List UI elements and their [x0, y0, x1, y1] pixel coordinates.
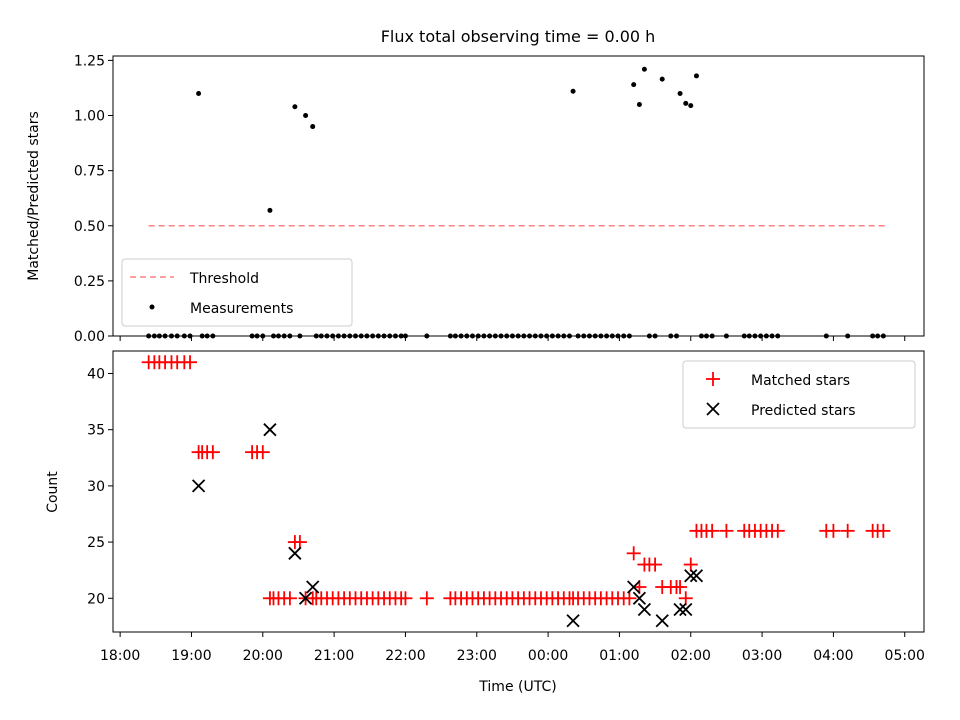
legend-matched-label: Matched stars: [751, 373, 850, 389]
top-x-ticks: [119, 336, 906, 341]
x-tick-label: 02:00: [671, 648, 711, 664]
top-y-tick-label: 0.00: [74, 329, 105, 345]
x-tick-label: 04:00: [813, 648, 853, 664]
predicted-star-point: [306, 580, 320, 594]
x-axis-label: Time (UTC): [478, 679, 556, 695]
predicted-star-point: [627, 580, 641, 594]
predicted-star-point: [191, 479, 206, 493]
top-y-ticks: 0.00 0.25 0.50 0.75 1.00 1.25: [74, 53, 113, 345]
x-tick-label: 05:00: [885, 648, 925, 664]
predicted-star-point: [673, 602, 687, 617]
x-tick-label: 01:00: [599, 648, 639, 664]
x-tick-label: 20:00: [243, 648, 283, 664]
measurement-point: [641, 66, 647, 72]
top-axes-frame: [112, 55, 925, 337]
matched-star-point: [770, 523, 785, 538]
bottom-legend-box: [682, 360, 916, 429]
predicted-star-point: [263, 423, 277, 437]
top-legend-box: [121, 258, 353, 327]
measurement-point: [688, 103, 694, 109]
top-y-tick-label: 1.25: [74, 53, 105, 69]
measurement-point: [292, 104, 298, 110]
matched-star-point: [826, 523, 841, 538]
matched-star-point: [840, 523, 855, 538]
matched-star-point: [876, 523, 891, 538]
measurement-point: [683, 100, 689, 106]
predicted-star-point: [684, 569, 698, 583]
matched-star-point: [282, 591, 297, 606]
legend-measurements-label: Measurements: [190, 301, 293, 317]
top-panel: 0.00 0.25 0.50 0.75 1.00 1.25 Matched/Predict…: [26, 53, 925, 345]
legend-predicted-label: Predicted stars: [751, 403, 856, 419]
x-tick-label: 23:00: [457, 648, 497, 664]
matched-star-point: [398, 591, 413, 606]
predicted-star-point: [566, 614, 580, 628]
measurement-point: [677, 90, 683, 96]
x-tick-label: 18:00: [100, 648, 140, 664]
bottom-y-tick-label: 25: [87, 535, 105, 551]
matched-star-point: [705, 523, 720, 538]
measurement-point: [196, 90, 202, 96]
bottom-y-tick-label: 30: [87, 479, 105, 495]
matched-star-point: [673, 580, 688, 595]
top-legend: Threshold Measurements: [121, 258, 353, 327]
predicted-star-point: [655, 614, 669, 628]
x-tick-label: 19:00: [171, 648, 211, 664]
matched-star-point: [255, 445, 270, 460]
legend-threshold-label: Threshold: [189, 271, 259, 287]
matched-star-point: [205, 445, 220, 460]
x-tick-label: 22:00: [385, 648, 425, 664]
measurement-point: [636, 102, 642, 108]
bottom-y-tick-label: 35: [87, 423, 105, 439]
matched-star-point: [683, 557, 698, 572]
bottom-panel: 20 25 30 35 40 18:00 19:00 20:00 21:00 22:00 23:0…: [45, 350, 925, 695]
top-y-tick-label: 0.75: [74, 164, 105, 180]
bottom-y-ticks: 20 25 30 35 40: [87, 366, 113, 607]
x-tick-label: 00:00: [528, 648, 568, 664]
measurement-point: [310, 124, 316, 130]
matched-star-point: [626, 546, 641, 561]
legend-matched-swatch: [706, 372, 720, 386]
bottom-y-tick-label: 40: [87, 366, 105, 382]
matched-star-point: [648, 557, 663, 572]
predicted-star-point: [288, 546, 302, 560]
top-y-axis-label: Matched/Predicted stars: [26, 111, 42, 281]
bottom-y-tick-label: 20: [87, 591, 105, 607]
matched-star-point: [622, 591, 637, 606]
measurement-point: [659, 76, 665, 82]
measurement-point: [267, 207, 273, 213]
chart-title: Flux total observing time = 0.00 h: [381, 27, 656, 46]
x-tick-label: 21:00: [314, 648, 354, 664]
matched-star-point: [419, 591, 434, 606]
top-y-tick-label: 0.25: [74, 274, 105, 290]
measurement-point: [631, 82, 637, 88]
bottom-axes-frame: [112, 350, 925, 633]
predicted-star-point: [689, 569, 704, 583]
matched-star-point: [292, 535, 307, 550]
top-y-tick-label: 1.00: [74, 109, 105, 125]
matched-star-point: [678, 591, 693, 606]
x-tick-label: 03:00: [742, 648, 782, 664]
legend-measurements-swatch: [149, 304, 155, 310]
predicted-star-point: [632, 591, 647, 605]
top-y-tick-label: 0.50: [74, 219, 105, 235]
predicted-star-point: [298, 591, 313, 605]
bottom-x-ticks: 18:00 19:00 20:00 21:00 22:00 23:00 00:00 01:00…: [100, 632, 925, 664]
bottom-marks: [141, 355, 891, 628]
measurement-point: [303, 113, 309, 119]
matched-star-point: [719, 523, 734, 538]
matched-star-point: [183, 355, 198, 370]
measurement-point: [570, 88, 576, 94]
legend-predicted-swatch: [706, 402, 720, 416]
bottom-y-axis-label: Count: [45, 471, 61, 513]
predicted-star-point: [679, 602, 693, 617]
measurement-point: [693, 73, 699, 79]
bottom-legend: Matched stars Predicted stars: [682, 360, 916, 429]
predicted-star-point: [637, 602, 652, 617]
